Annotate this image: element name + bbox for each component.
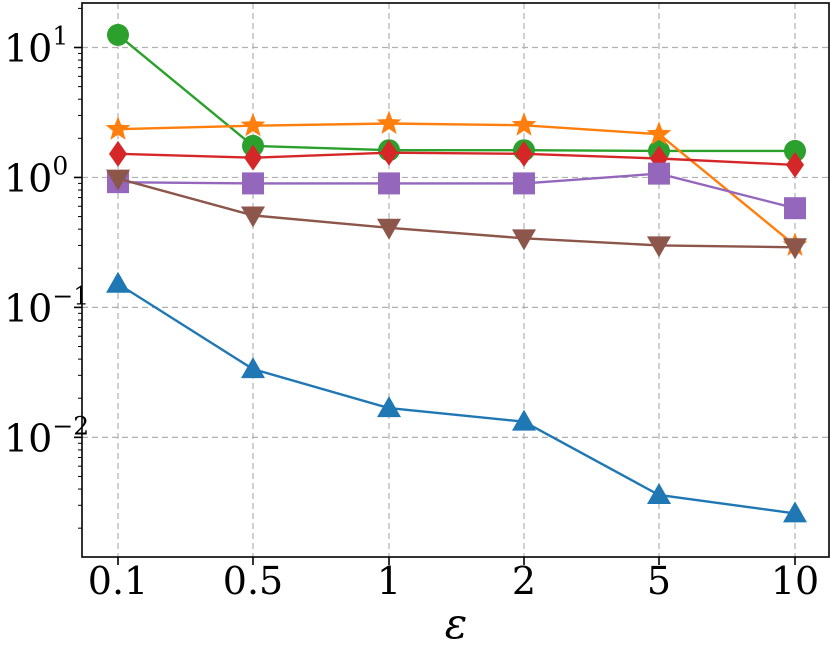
data-point	[241, 206, 265, 228]
series-line	[117, 33, 795, 153]
x-tick-label: 0.1	[88, 559, 148, 603]
data-point	[648, 162, 670, 185]
y-tick-label: 101	[4, 21, 68, 70]
y-tick-label: 100	[4, 151, 68, 200]
series-layer	[105, 23, 808, 523]
series-green-circle	[107, 23, 806, 162]
data-point	[378, 172, 400, 195]
data-point	[106, 169, 130, 191]
x-tick-label: 2	[512, 559, 536, 603]
data-point	[513, 172, 535, 195]
series-red-diamond	[109, 139, 804, 178]
series-brown-triangle-down	[106, 169, 807, 260]
data-point	[109, 140, 127, 167]
series-line	[117, 172, 796, 210]
y-tick-label: 10−2	[4, 411, 89, 460]
x-tick-label: 0.5	[223, 559, 283, 603]
data-point	[380, 139, 398, 166]
data-point	[242, 172, 264, 195]
data-point	[786, 151, 804, 178]
data-point	[512, 409, 536, 431]
data-point	[106, 271, 130, 293]
series-blue-triangle-up	[106, 271, 807, 523]
data-point	[107, 23, 129, 46]
data-point	[512, 229, 536, 251]
data-point	[241, 357, 265, 379]
data-point	[647, 236, 671, 258]
x-tick-label: 10	[771, 559, 819, 603]
data-point	[647, 482, 671, 504]
series-purple-square	[107, 162, 806, 220]
data-point	[783, 238, 807, 260]
data-point	[240, 112, 266, 137]
data-point	[784, 139, 806, 162]
x-tick-label: 1	[377, 559, 401, 603]
y-tick-label: 10−1	[4, 281, 89, 330]
series-line	[117, 151, 796, 167]
grid-layer	[82, 3, 829, 557]
series-line	[117, 177, 796, 249]
plot-frame	[81, 2, 830, 558]
data-point	[105, 116, 131, 140]
x-axis-label: ε	[445, 599, 468, 645]
data-point	[376, 110, 402, 134]
x-tick-labels: 0.1 0.5 1 2 5 10	[88, 557, 819, 603]
data-point	[783, 501, 807, 523]
series-line	[117, 122, 796, 247]
data-point	[515, 140, 533, 167]
data-point	[784, 197, 806, 220]
data-point	[377, 396, 401, 418]
data-point	[511, 112, 537, 136]
data-point	[646, 121, 672, 145]
data-point	[244, 144, 262, 171]
data-point	[377, 218, 401, 240]
x-tick-label: 5	[647, 559, 671, 603]
series-line	[117, 282, 796, 515]
y-tick-labels: 10−2 10−1 100 101	[4, 7, 89, 529]
